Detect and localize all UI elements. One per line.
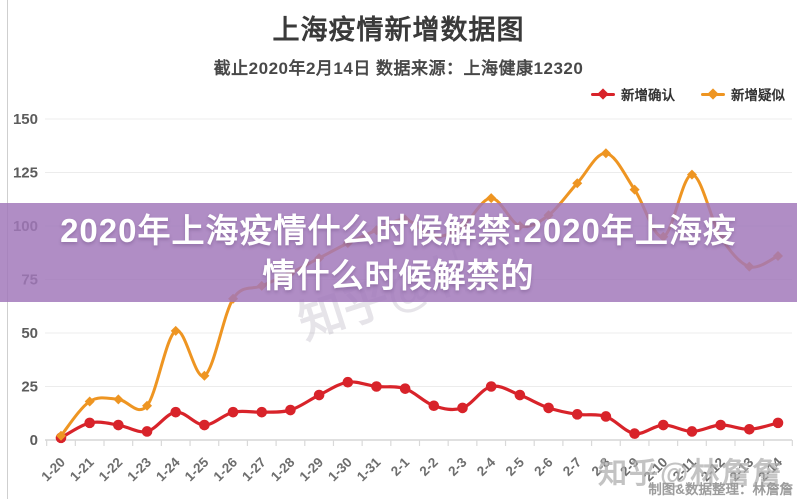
confirmed-point-marker xyxy=(285,404,296,416)
confirmed-point-marker xyxy=(600,411,612,422)
suspected-point-marker xyxy=(56,430,66,441)
svg-text:1-31: 1-31 xyxy=(354,454,384,484)
confirmed-point-marker xyxy=(485,381,497,392)
confirmed-point-marker xyxy=(371,381,382,392)
confirmed-point-marker xyxy=(199,419,210,431)
svg-text:1-24: 1-24 xyxy=(153,454,183,484)
confirmed-point-marker xyxy=(141,426,153,437)
suspected-series-marker-icon xyxy=(701,88,725,100)
legend-item-confirmed: 新增确认 xyxy=(591,84,675,104)
confirmed-point-marker xyxy=(514,389,526,401)
legend-label-confirmed: 新增确认 xyxy=(621,88,675,103)
svg-text:2-6: 2-6 xyxy=(531,454,556,479)
suspected-point-marker xyxy=(113,394,124,405)
svg-text:2-2: 2-2 xyxy=(417,455,441,479)
headline-text-line2: 情什么时候解禁的 xyxy=(262,256,535,294)
confirmed-point-marker xyxy=(342,376,354,388)
svg-text:1-29: 1-29 xyxy=(297,455,327,485)
svg-text:125: 125 xyxy=(13,165,38,182)
suspected-point-marker xyxy=(486,193,497,204)
svg-text:1-28: 1-28 xyxy=(268,454,298,484)
suspected-point-marker xyxy=(600,148,611,159)
suspected-point-marker xyxy=(686,169,697,180)
suspected-point-marker xyxy=(629,184,640,195)
svg-text:1-21: 1-21 xyxy=(67,454,97,484)
svg-text:2-5: 2-5 xyxy=(503,454,528,479)
confirmed-series-marker-icon xyxy=(591,88,615,100)
headline-text-line1: 2020年上海疫情什么时候解禁:2020年上海疫 xyxy=(60,211,737,249)
confirmed-point-marker xyxy=(744,424,755,435)
confirmed-point-marker xyxy=(313,389,325,401)
confirmed-point-marker xyxy=(399,383,411,394)
headline-overlay: 2020年上海疫情什么时候解禁:2020年上海疫 情什么时候解禁的 xyxy=(0,203,797,302)
confirmed-point-marker xyxy=(571,409,583,420)
confirmed-point-marker xyxy=(686,426,698,437)
confirmed-point-marker xyxy=(428,400,440,412)
page-subtitle: 截止2020年2月14日 数据来源：上海健康12320 xyxy=(213,59,584,78)
svg-text:1-23: 1-23 xyxy=(124,454,154,484)
suspected-point-marker xyxy=(142,400,153,411)
confirmed-point-marker xyxy=(772,417,784,429)
confirmed-point-marker xyxy=(84,417,95,429)
legend-label-suspected: 新增疑似 xyxy=(731,88,785,103)
svg-text:1-30: 1-30 xyxy=(325,455,355,485)
svg-text:2-4: 2-4 xyxy=(474,454,499,479)
x-axis-ticks xyxy=(46,440,793,446)
confirmed-point-marker xyxy=(657,419,669,431)
confirmed-point-marker xyxy=(715,419,726,431)
suspected-point-marker xyxy=(199,370,210,381)
suspected-point-marker xyxy=(170,325,181,336)
confirmed-point-marker xyxy=(543,402,554,414)
svg-text:1-22: 1-22 xyxy=(96,455,126,485)
svg-text:2-3: 2-3 xyxy=(445,454,470,479)
confirmed-point-marker xyxy=(457,402,468,414)
svg-text:0: 0 xyxy=(30,432,38,449)
series-confirmed xyxy=(55,376,784,444)
svg-text:50: 50 xyxy=(21,325,38,342)
svg-text:1-27: 1-27 xyxy=(239,455,269,485)
page-title: 上海疫情新增数据图 xyxy=(272,15,525,45)
header: 上海疫情新增数据图 截止2020年2月14日 数据来源：上海健康12320 xyxy=(0,0,797,79)
svg-text:1-25: 1-25 xyxy=(182,454,212,484)
confirmed-point-marker xyxy=(113,419,124,431)
svg-text:1-26: 1-26 xyxy=(210,454,240,484)
confirmed-point-marker xyxy=(629,428,640,439)
brand-watermark: 知乎@林詹詹 xyxy=(598,458,784,490)
confirmed-point-marker xyxy=(227,406,239,418)
legend-item-suspected: 新增疑似 xyxy=(701,84,785,104)
suspected-point-marker xyxy=(84,396,95,407)
svg-text:2-1: 2-1 xyxy=(388,454,413,479)
chart-legend: 新增确认 新增疑似 xyxy=(591,84,785,104)
confirmed-point-marker xyxy=(170,406,182,418)
svg-text:25: 25 xyxy=(21,379,38,396)
svg-text:2-7: 2-7 xyxy=(560,455,584,479)
confirmed-point-marker xyxy=(256,406,268,418)
svg-text:150: 150 xyxy=(13,111,38,128)
credit-text: 制图&数据整理：林詹詹 xyxy=(648,482,793,497)
suspected-point-marker xyxy=(572,178,583,189)
svg-text:1-20: 1-20 xyxy=(38,455,68,485)
